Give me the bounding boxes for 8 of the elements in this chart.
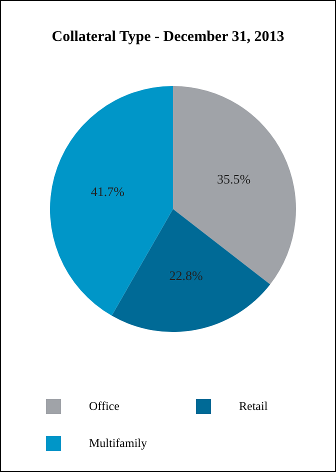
chart-title: Collateral Type - December 31, 2013 bbox=[50, 29, 286, 46]
pie-slice bbox=[112, 209, 270, 332]
data-label: 35.5% bbox=[216, 172, 251, 187]
legend-label: Multifamily bbox=[89, 436, 147, 451]
data-label: 41.7% bbox=[90, 184, 125, 200]
legend-label: Office bbox=[89, 399, 120, 414]
legend-label: Retail bbox=[239, 399, 268, 414]
data-label: 22.8% bbox=[169, 268, 204, 283]
